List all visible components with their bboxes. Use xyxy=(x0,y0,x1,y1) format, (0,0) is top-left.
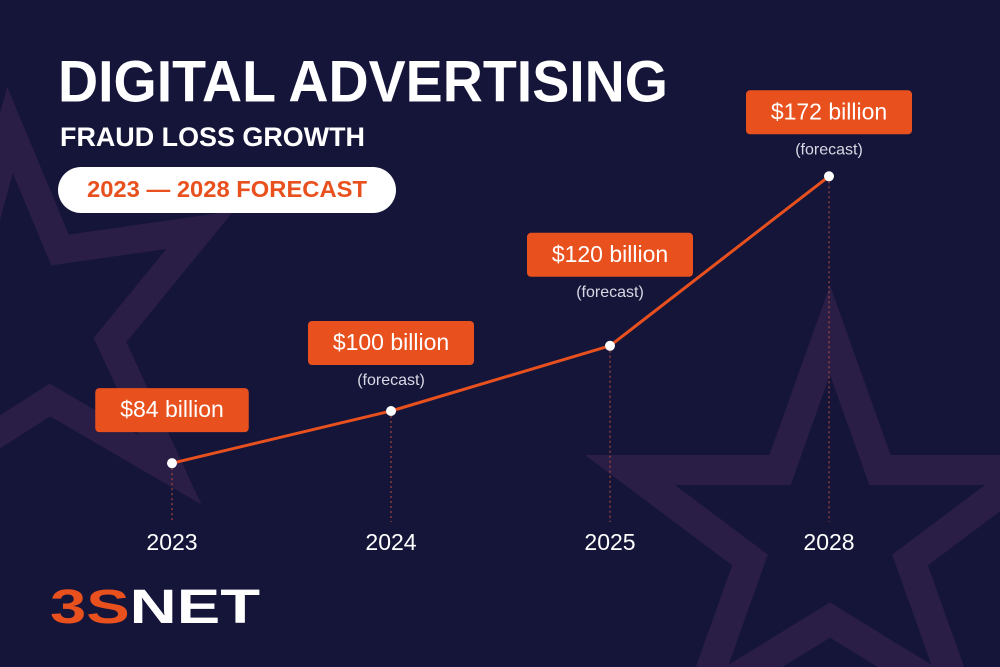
x-tick-label: 2024 xyxy=(365,529,416,555)
x-tick-label: 2023 xyxy=(146,529,197,555)
annotation: (forecast) xyxy=(795,141,863,158)
label-box xyxy=(308,321,474,365)
value-label: $120 billion xyxy=(552,241,668,267)
value-label: $84 billion xyxy=(120,396,224,422)
value-label: $100 billion xyxy=(333,329,449,355)
label-box xyxy=(95,388,249,433)
label-box xyxy=(746,90,912,135)
point xyxy=(605,340,615,351)
x-tick-label: 2025 xyxy=(584,529,635,555)
logo-part: NET xyxy=(130,581,260,634)
badge-pill xyxy=(58,167,396,213)
point xyxy=(824,171,834,182)
annotation: (forecast) xyxy=(576,284,644,301)
badge: 2023 — 2028 FORECAST xyxy=(87,176,367,202)
value-label: $172 billion xyxy=(771,98,887,124)
decor-star xyxy=(585,285,1000,667)
logo: 3S NET xyxy=(50,581,260,634)
line xyxy=(171,175,830,465)
logo-part: 3S xyxy=(50,581,130,634)
annotation: (forecast) xyxy=(357,372,425,389)
title: DIGITAL ADVERTISING xyxy=(58,49,668,114)
x-tick-label: 2028 xyxy=(803,529,854,555)
point xyxy=(167,458,177,469)
subtitle: FRAUD LOSS GROWTH xyxy=(60,122,365,152)
decor-star xyxy=(0,86,234,505)
label-box xyxy=(527,232,693,277)
point xyxy=(386,406,396,416)
